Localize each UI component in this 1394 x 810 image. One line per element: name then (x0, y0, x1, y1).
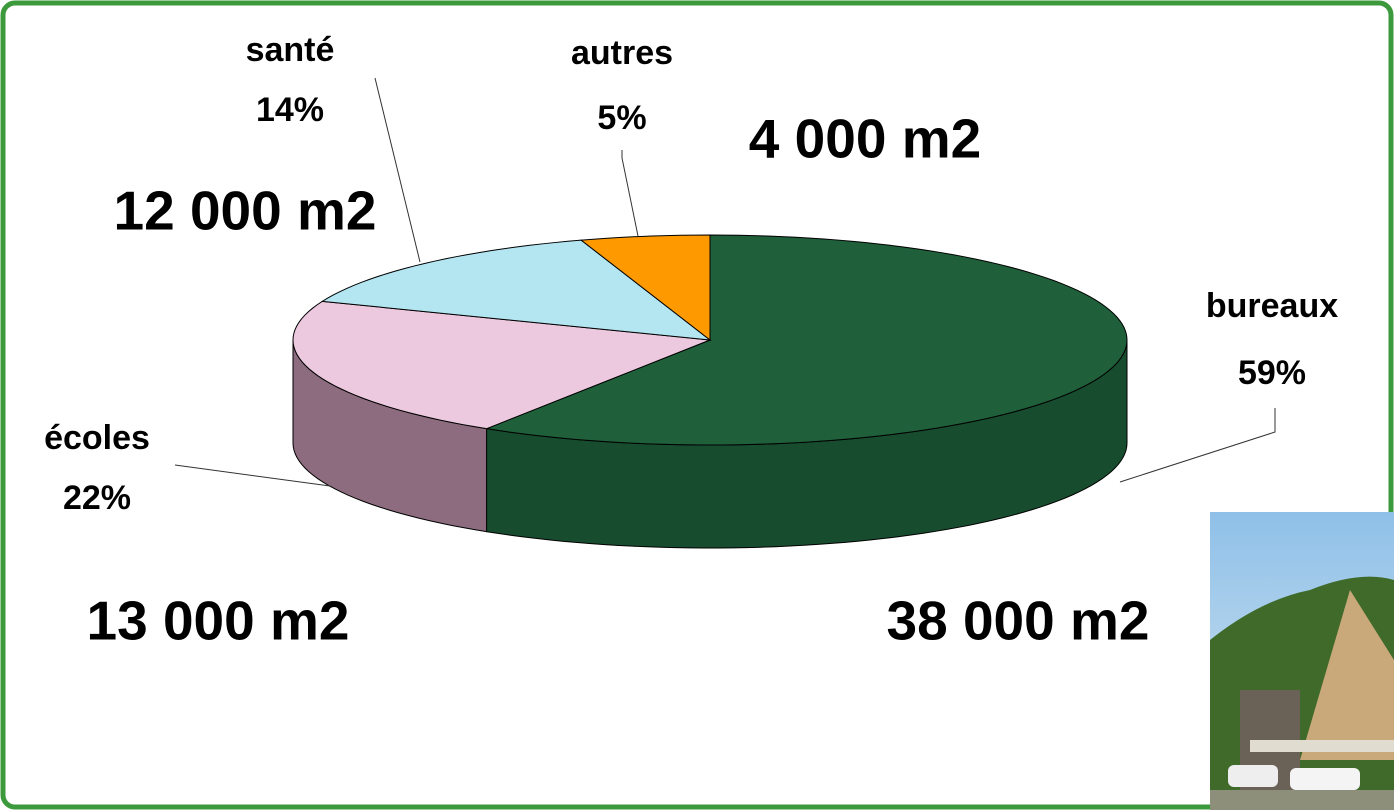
pie (292, 234, 1128, 549)
area-label: 4 000 m2 (749, 108, 981, 170)
percent-label: 14% (256, 91, 324, 129)
photo (1210, 512, 1394, 810)
leader-line (1119, 408, 1276, 483)
leader-line (621, 150, 639, 237)
leader-line (174, 464, 331, 487)
category-label: autres (571, 34, 673, 72)
leader-lines (174, 77, 1276, 487)
slice (484, 234, 1128, 446)
percent-label: 59% (1238, 354, 1306, 392)
leader-line (374, 77, 421, 263)
area-label: 13 000 m2 (87, 590, 350, 652)
area-label: 12 000 m2 (114, 180, 377, 242)
labels: bureaux 59% 38 000 m2 écoles 22% 13 000 m2 san… (44, 31, 1338, 652)
category-label: écoles (44, 419, 150, 457)
slice (579, 234, 711, 342)
category-label: bureaux (1206, 287, 1338, 325)
area-label: 38 000 m2 (887, 590, 1150, 652)
slice (292, 300, 711, 430)
percent-label: 5% (597, 99, 646, 137)
percent-label: 22% (63, 479, 131, 517)
category-label: santé (246, 31, 335, 69)
